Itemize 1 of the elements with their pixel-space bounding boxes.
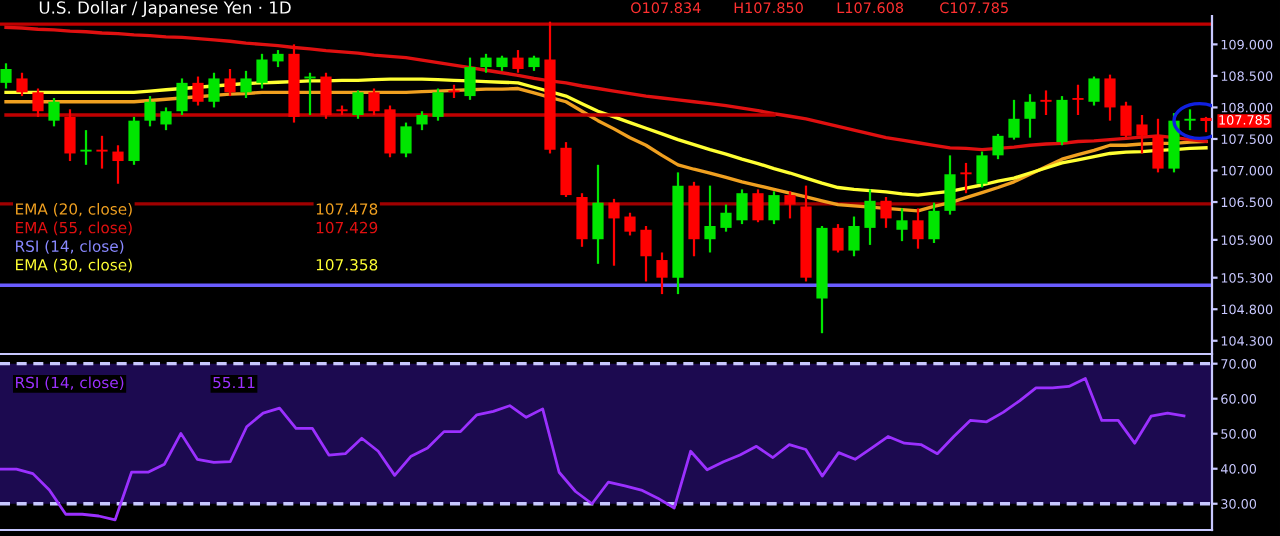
chart-title: U.S. Dollar / Japanese Yen · 1D bbox=[39, 0, 291, 18]
